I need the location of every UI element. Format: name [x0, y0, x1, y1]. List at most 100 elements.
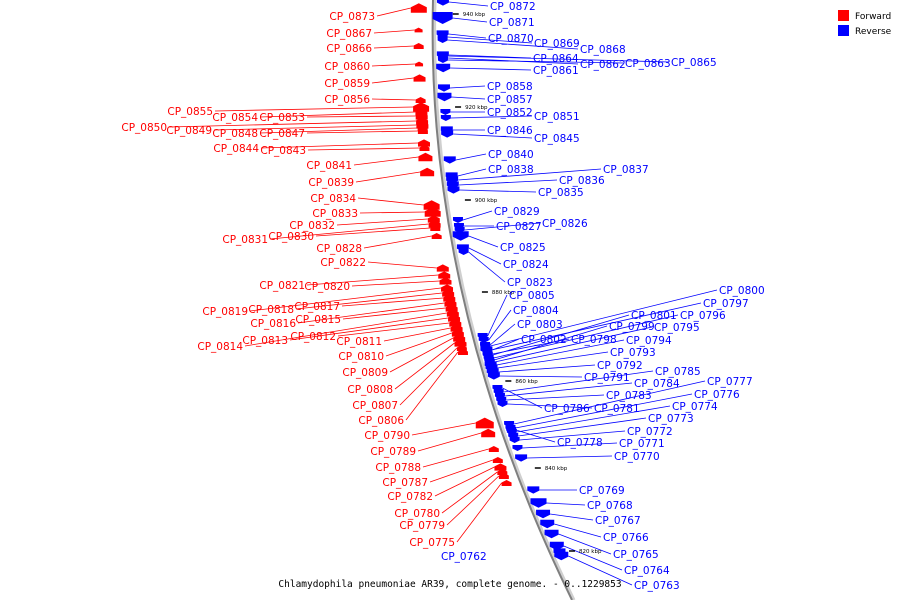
forward-gene-label: CP_0811: [336, 336, 382, 348]
forward-gene-glyph: [449, 319, 462, 327]
reverse-gene-label: CP_0803: [517, 319, 563, 331]
reverse-leader-line: [503, 370, 654, 393]
forward-gene-glyph: [418, 152, 433, 162]
reverse-gene-glyph: [481, 347, 492, 353]
reverse-gene-label: CP_0798: [571, 334, 617, 346]
reverse-gene-label: CP_0827: [496, 221, 542, 233]
forward-leader-line: [422, 448, 489, 468]
reverse-gene-label: CP_0767: [595, 515, 641, 527]
reverse-leader-line: [515, 393, 693, 429]
reverse-gene-label: CP_0864: [533, 53, 579, 65]
forward-leader-line: [289, 317, 449, 341]
reverse-gene-label: CP_0797: [703, 298, 749, 310]
forward-gene-glyph: [413, 74, 426, 82]
forward-gene-label: CP_0848: [212, 128, 258, 140]
forward-leader-line: [168, 120, 417, 128]
reverse-gene-label: CP_0862: [580, 59, 626, 71]
reverse-gene-glyph: [443, 156, 456, 164]
reverse-gene-label: CP_0770: [614, 451, 660, 463]
forward-gene-label: CP_0828: [316, 243, 362, 255]
forward-gene-label: CP_0812: [290, 331, 336, 343]
forward-gene-glyph: [445, 304, 458, 312]
forward-gene-label: CP_0831: [222, 234, 268, 246]
reverse-gene-glyph: [527, 486, 540, 494]
reverse-gene-label: CP_0771: [619, 438, 665, 450]
forward-gene-glyph: [498, 473, 509, 479]
reverse-gene-glyph: [441, 130, 454, 138]
forward-gene-label: CP_0850: [121, 122, 167, 134]
forward-leader-line: [351, 280, 440, 287]
reverse-leader-line: [522, 442, 618, 449]
reverse-gene-label: CP_0773: [648, 413, 694, 425]
genome-backbone-shadow: [433, 0, 576, 600]
gene-labels: CP_0873 CP_0867 CP_0866 CP_0860 CP_0859 CP_08…: [121, 1, 764, 592]
forward-leader-line: [295, 292, 443, 310]
reverse-gene-glyph: [530, 498, 547, 508]
reverse-leader-line: [494, 325, 608, 361]
reverse-leader-line: [499, 375, 583, 378]
reverse-leader-line: [507, 403, 593, 409]
reverse-leader-line: [455, 153, 487, 161]
forward-gene-label: CP_0849: [166, 125, 212, 137]
forward-gene-label: CP_0855: [167, 106, 213, 118]
forward-gene-label: CP_0841: [306, 160, 352, 172]
reverse-leader-line: [451, 96, 486, 100]
forward-leader-line: [315, 227, 431, 237]
reverse-leader-line: [468, 247, 502, 265]
forward-leader-line: [297, 302, 445, 324]
reverse-gene-glyph: [437, 92, 452, 102]
forward-gene-glyph: [431, 233, 442, 239]
reverse-leader-line: [516, 405, 671, 433]
reverse-gene-label: CP_0836: [559, 175, 605, 187]
forward-leader-line: [260, 142, 419, 149]
reverse-gene-glyph: [553, 548, 566, 556]
reverse-leader-line: [457, 168, 487, 177]
forward-gene-label: CP_0815: [295, 314, 341, 326]
forward-gene-label: CP_0814: [197, 341, 243, 353]
reverse-gene-label: CP_0804: [513, 305, 559, 317]
reverse-leader-line: [498, 364, 596, 373]
forward-gene-label: CP_0822: [320, 257, 366, 269]
tick-label: 840 kbp: [545, 466, 568, 472]
reverse-gene-glyph: [497, 401, 508, 407]
reverse-gene-glyph: [536, 509, 551, 519]
forward-gene-label: CP_0830: [268, 231, 314, 243]
reverse-leader-line: [527, 455, 613, 459]
forward-gene-label: CP_0780: [394, 508, 440, 520]
reverse-gene-label: CP_0852: [487, 107, 533, 119]
reverse-leader-line: [568, 555, 633, 586]
reverse-leader-line: [453, 133, 533, 139]
tick-label: 880 kbp: [492, 290, 515, 296]
reverse-leader-line: [492, 314, 630, 356]
forward-gene-label: CP_0853: [259, 112, 305, 124]
forward-leader-line: [373, 45, 414, 49]
forward-gene-label: CP_0808: [347, 384, 393, 396]
forward-gene-label: CP_0860: [324, 61, 370, 73]
forward-gene-label: CP_0817: [294, 301, 340, 313]
forward-gene-label: CP_0788: [375, 462, 421, 474]
reverse-gene-label: CP_0796: [680, 310, 726, 322]
reverse-leader-line: [518, 417, 647, 437]
forward-gene-label: CP_0789: [370, 446, 416, 458]
forward-gene-glyph: [442, 289, 455, 297]
forward-leader-line: [394, 342, 455, 390]
reverse-gene-label: CP_0781: [594, 403, 640, 415]
reverse-leader-line: [448, 1, 489, 7]
reverse-gene-glyph: [437, 57, 448, 63]
reverse-gene-label: CP_0802: [521, 334, 567, 346]
forward-gene-glyph: [413, 43, 424, 49]
forward-leader-line: [259, 111, 416, 118]
forward-leader-line: [411, 422, 476, 436]
reverse-gene-label: CP_0872: [490, 1, 536, 13]
legend-forward-label: Forward: [855, 12, 891, 22]
reverse-gene-label: CP_0858: [487, 81, 533, 93]
forward-leader-line: [399, 347, 458, 406]
reverse-leader-line: [468, 251, 506, 283]
reverse-gene-label: CP_0837: [603, 164, 649, 176]
reverse-gene-label: CP_0772: [627, 426, 673, 438]
reverse-gene-glyph: [436, 63, 451, 73]
reverse-gene-label: CP_0846: [487, 125, 533, 137]
forward-leader-line: [359, 211, 425, 214]
forward-gene-glyph: [453, 334, 466, 342]
forward-leader-line: [355, 171, 421, 183]
